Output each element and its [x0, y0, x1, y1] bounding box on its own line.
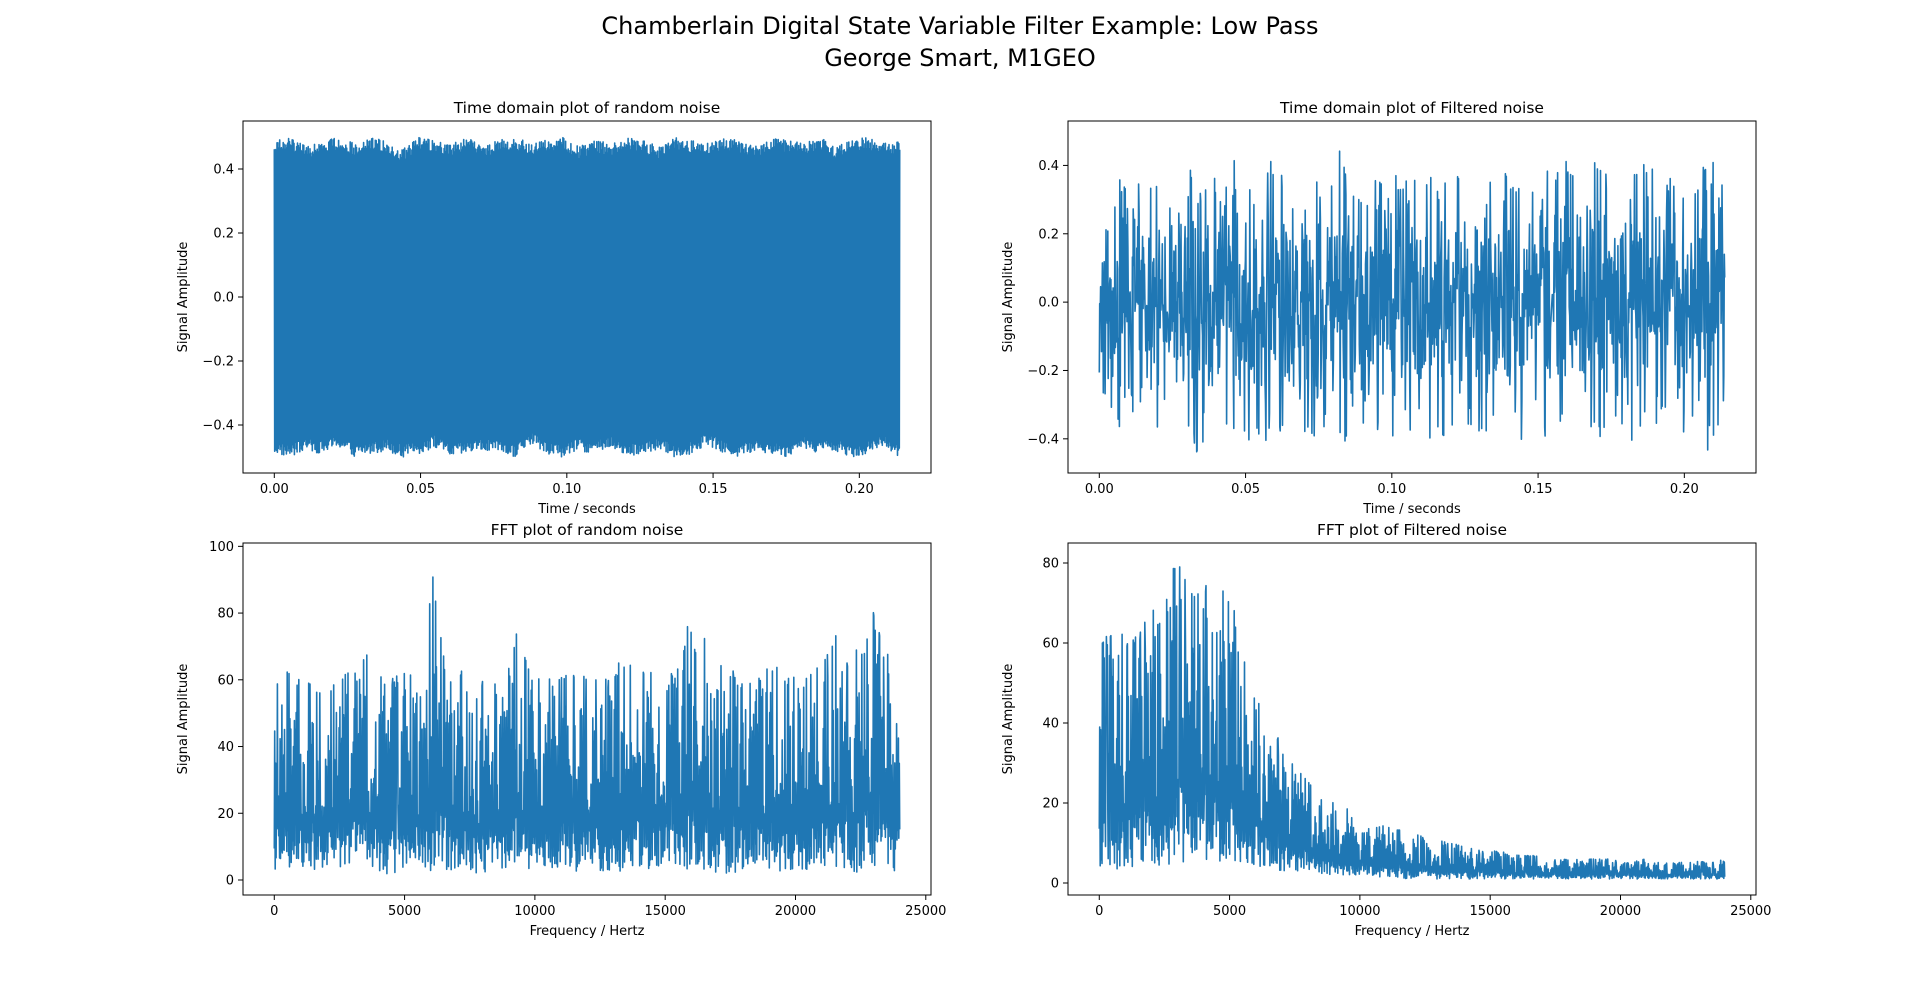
figure-title: Chamberlain Digital State Variable Filte…: [601, 12, 1319, 40]
y-tick-label: 0.0: [213, 291, 234, 306]
y-tick-label: 0.2: [213, 227, 234, 242]
y-tick-label: −0.2: [202, 355, 234, 370]
x-tick-label: 0.00: [260, 482, 289, 497]
y-tick-label: −0.4: [202, 419, 234, 434]
figure-subtitle: George Smart, M1GEO: [824, 44, 1096, 72]
series-line: [273, 136, 901, 458]
x-tick-label: 0.15: [699, 482, 728, 497]
x-tick-label: 0.10: [552, 482, 581, 497]
x-tick-label: 0.05: [406, 482, 435, 497]
y-tick-label: 0.4: [213, 163, 234, 178]
y-axis-label: Signal Amplitude: [176, 242, 191, 353]
x-tick-label: 0.20: [845, 482, 874, 497]
chart-title: Time domain plot of random noise: [453, 99, 721, 117]
x-axis-label: Time / seconds: [537, 502, 636, 517]
plot-area: [273, 136, 901, 458]
